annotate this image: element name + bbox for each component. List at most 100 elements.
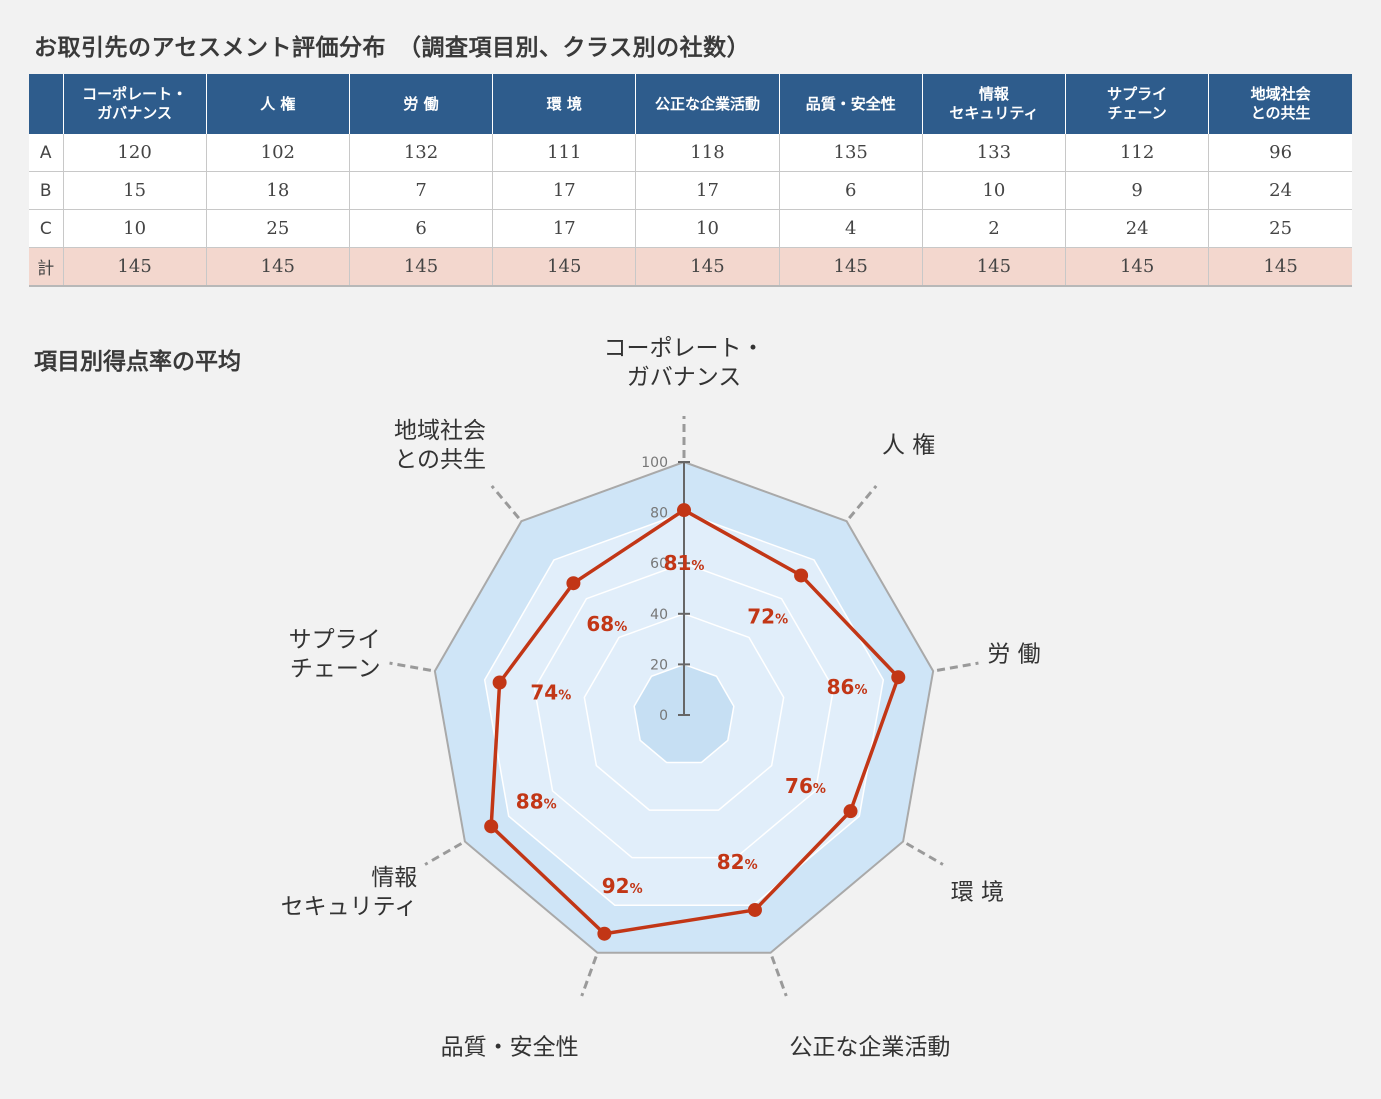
axis-leader-line <box>580 955 598 997</box>
table-row: B 15 18 7 17 17 6 10 9 24 <box>29 171 1352 210</box>
scale-tick-label: 20 <box>650 657 668 673</box>
table-header-row: コーポレート・ ガバナンス 人 権 労 働 環 境 公正な企業活動 品質・安全性… <box>29 74 1352 134</box>
axis-leader-line <box>490 484 520 520</box>
table-cell: 120 <box>62 134 207 172</box>
axis-leader-line <box>389 661 432 672</box>
data-value-label: 68% <box>586 612 627 636</box>
table-header-supply-chain: サプライ チェーン <box>1065 74 1209 134</box>
table-cell: 10 <box>921 171 1066 210</box>
table-cell: 15 <box>62 171 207 210</box>
table-header-labor: 労 働 <box>348 74 493 134</box>
section-title: 項目別得点率の平均 <box>34 349 241 375</box>
category-label: 公正な企業活動 <box>789 1035 950 1061</box>
table-cell: 145 <box>635 247 780 287</box>
table-cell: 2 <box>921 209 1066 248</box>
axis-leader-line <box>770 955 788 997</box>
data-value-label: 88% <box>516 789 557 813</box>
table-cell: 25 <box>1208 209 1352 248</box>
table-cell: 133 <box>921 134 1066 172</box>
scale-tick-label: 80 <box>650 506 668 522</box>
radar-data-point <box>891 670 906 685</box>
row-label: A <box>29 134 63 172</box>
table-cell: 145 <box>205 247 350 287</box>
radar-data-point <box>484 819 499 834</box>
radar-data-point <box>747 902 762 917</box>
table-cell: 9 <box>1065 171 1209 210</box>
table-row: A 120 102 132 111 118 135 133 112 96 <box>29 134 1352 172</box>
table-header-community: 地域社会 との共生 <box>1208 74 1352 134</box>
category-label: 地域社会との共生 <box>394 418 486 473</box>
data-value-label: 92% <box>602 874 643 898</box>
category-label: 情報セキュリティ <box>281 865 418 920</box>
table-body: A 120 102 132 111 118 135 133 112 96 B 15 18 7 17 17 6 10… <box>29 134 1352 287</box>
radar-data-point <box>566 576 581 591</box>
table-cell: 4 <box>778 209 923 248</box>
table-cell: 118 <box>635 134 780 172</box>
table-header-info-security: 情報 セキュリティ <box>921 74 1066 134</box>
radar-data-point <box>843 804 858 819</box>
scale-tick-label: 40 <box>650 607 668 623</box>
data-value-label: 81% <box>664 551 705 575</box>
table-cell: 18 <box>205 171 350 210</box>
table-cell: 135 <box>778 134 923 172</box>
assessment-table: コーポレート・ ガバナンス 人 権 労 働 環 境 公正な企業活動 品質・安全性… <box>29 74 1352 287</box>
table-header-quality-safety: 品質・安全性 <box>778 74 923 134</box>
table-cell: 96 <box>1208 134 1352 172</box>
radar-series-line <box>489 508 901 936</box>
table-cell: 145 <box>62 247 207 287</box>
table-row: C 10 25 6 17 10 4 2 24 25 <box>29 209 1352 248</box>
category-label: 人 権 <box>882 433 935 459</box>
radar-data-point <box>794 568 809 583</box>
table-cell: 7 <box>348 171 493 210</box>
table-cell: 112 <box>1065 134 1209 172</box>
data-value-label: 74% <box>530 681 571 705</box>
data-value-label: 76% <box>785 774 826 798</box>
category-label: 労 働 <box>987 642 1040 668</box>
table-cell: 17 <box>635 171 780 210</box>
row-label: C <box>29 209 63 248</box>
table-cell: 6 <box>348 209 493 248</box>
scale-tick-label: 60 <box>650 556 668 572</box>
data-value-label: 86% <box>827 675 868 699</box>
category-label: コーポレート・ガバナンス <box>604 336 765 391</box>
radar-data-point <box>597 926 612 941</box>
table-cell: 6 <box>778 171 923 210</box>
page-title: お取引先のアセスメント評価分布 （調査項目別、クラス別の社数） <box>34 35 751 61</box>
table-cell: 24 <box>1065 209 1209 248</box>
scale-tick-label: 100 <box>641 455 668 471</box>
table-cell: 145 <box>1065 247 1209 287</box>
table-header-corner <box>29 74 63 134</box>
category-label: サプライチェーン <box>289 627 381 682</box>
table-cell: 132 <box>348 134 493 172</box>
table-cell: 24 <box>1208 171 1352 210</box>
row-label: B <box>29 171 63 210</box>
table-header-human-rights: 人 権 <box>205 74 350 134</box>
table-header-fair-business: 公正な企業活動 <box>635 74 780 134</box>
category-label: 環 境 <box>951 880 1004 906</box>
table-cell: 102 <box>205 134 350 172</box>
table-cell: 145 <box>921 247 1066 287</box>
table-cell: 145 <box>778 247 923 287</box>
axis-leader-line <box>905 842 944 866</box>
table-cell: 145 <box>1208 247 1352 287</box>
table-cell: 10 <box>62 209 207 248</box>
table-cell: 145 <box>348 247 493 287</box>
table-cell: 10 <box>635 209 780 248</box>
data-value-label: 82% <box>717 850 758 874</box>
axis-leader-line <box>848 484 878 520</box>
table-cell: 25 <box>205 209 350 248</box>
table-cell: 17 <box>492 171 636 210</box>
table-header-corporate-governance: コーポレート・ ガバナンス <box>62 74 207 134</box>
radar-data-point <box>492 675 507 690</box>
table-cell: 145 <box>492 247 636 287</box>
radar-data-point <box>677 503 691 518</box>
axis-leader-line <box>936 661 979 672</box>
axis-leader-line <box>424 842 463 866</box>
table-header-environment: 環 境 <box>492 74 636 134</box>
table-row: 計 145 145 145 145 145 145 145 145 145 <box>29 247 1352 287</box>
category-label: 品質・安全性 <box>441 1035 579 1061</box>
scale-tick-label: 0 <box>659 708 668 724</box>
data-value-label: 72% <box>747 604 788 628</box>
row-label: 計 <box>29 247 63 287</box>
